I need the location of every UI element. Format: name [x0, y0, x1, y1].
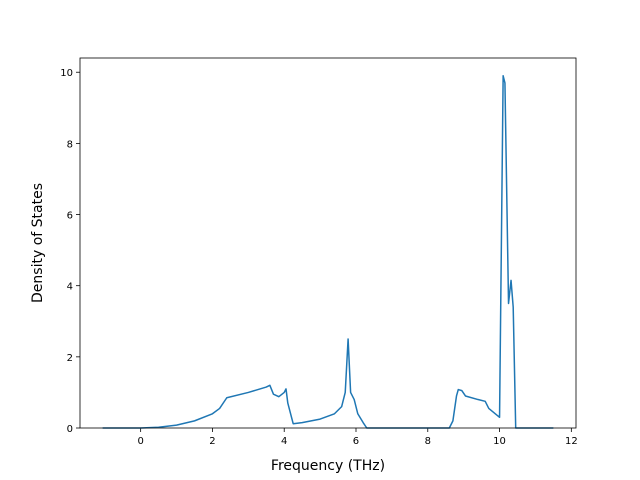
- y-tick-label: 6: [67, 211, 73, 222]
- y-tick-label: 8: [67, 139, 73, 150]
- x-tick-label: 8: [425, 436, 431, 447]
- y-axis-label: Density of States: [30, 183, 46, 303]
- x-tick-label: 12: [565, 436, 578, 447]
- x-tick-label: 6: [353, 436, 359, 447]
- data-line: [102, 75, 554, 429]
- x-axis-label: Frequency (THz): [271, 458, 385, 474]
- y-tick-label: 10: [60, 68, 73, 79]
- x-tick-label: 2: [209, 436, 215, 447]
- y-tick-label: 0: [67, 424, 73, 435]
- plot-frame: [79, 57, 577, 429]
- y-tick-label: 2: [67, 353, 73, 364]
- x-tick-label: 0: [137, 436, 143, 447]
- y-tick-label: 4: [67, 282, 73, 293]
- x-tick-label: 10: [493, 436, 506, 447]
- x-tick-label: 4: [281, 436, 287, 447]
